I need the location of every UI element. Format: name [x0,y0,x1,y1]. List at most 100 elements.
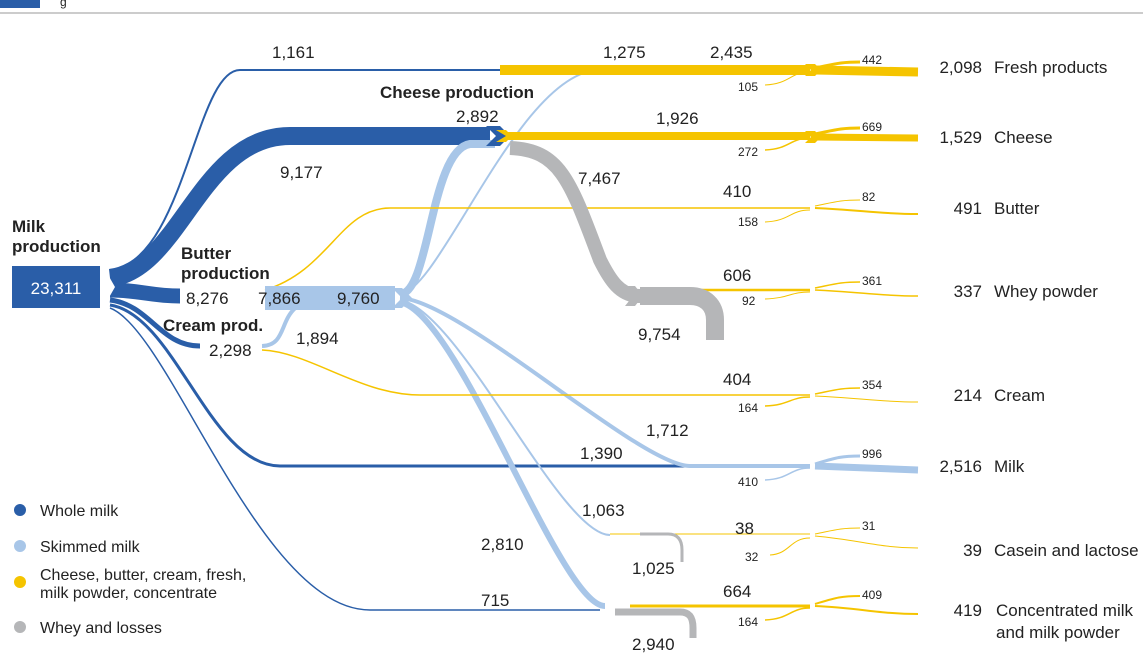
legend-label-whey: Whey and losses [40,620,162,637]
legend-label-skimmed: Skimmed milk [40,539,141,556]
right-whey [814,289,919,297]
small-milk [764,467,811,481]
label-conc-out: 664 [723,582,751,601]
flows [108,60,919,638]
flow-skim-to-cheese [398,140,495,298]
legend-label-whole: Whole milk [40,503,119,520]
small-butter [764,209,811,223]
flow-whole-to-cheese [108,127,490,287]
output-labels: 2,098 Fresh products 1,529 Cheese 491 Bu… [939,58,1138,642]
label-whole-to-conc: 715 [481,591,509,610]
output-whey-name: Whey powder [994,282,1098,301]
loss-whey-pool [640,287,724,340]
label-whole-to-cheese: 9,177 [280,163,323,182]
right-butter-split [814,199,861,207]
right-butter [814,207,919,215]
label-conc-small: 164 [738,615,758,629]
small-conc [764,607,811,621]
milk-production-box [12,266,100,308]
output-conc-name2: and milk powder [996,623,1120,642]
milk-production-value: 23,311 [31,279,82,298]
flow-butter-to-butter [264,207,810,291]
concentrate-loss-value: 2,940 [632,635,675,654]
label-cheese-to-fresh: 2,435 [710,43,753,62]
output-casein-name: Casein and lactose [994,541,1139,560]
label-skimmed-to-fresh: 1,275 [603,43,646,62]
right-cheese [814,133,919,142]
small-cheese [764,137,811,151]
side-whey: 361 [862,274,882,288]
right-cream-split [814,387,861,395]
flow-skim-to-casein [399,299,611,536]
flow-whole-to-cream [109,297,201,349]
output-conc-name: Concentrated milk [996,601,1134,620]
label-butter-small: 158 [738,215,758,229]
loss-casein [640,532,684,562]
output-milk-value: 2,516 [939,457,982,476]
right-casein-split [814,527,861,535]
right-cheese-split [814,126,861,136]
label-butter-out: 410 [723,182,751,201]
output-conc-value: 419 [954,601,982,620]
output-casein-value: 39 [963,541,982,560]
legend-dot-whole [14,504,26,516]
small-cream [764,396,811,407]
output-cheese-value: 1,529 [939,128,982,147]
side-cheese: 669 [862,120,882,134]
milk-production-label-1: Milk [12,217,46,236]
label-whey-small: 92 [742,294,756,308]
chevron-milk [93,266,115,308]
cheese-production-value: 2,892 [456,107,499,126]
output-butter-name: Butter [994,199,1040,218]
chevron-skim-hub [392,288,412,308]
label-whole-to-milk: 1,390 [580,444,623,463]
label-cheese-out: 1,926 [656,109,699,128]
label-skimmed-to-casein: 1,063 [582,501,625,520]
label-cheese-whey: 7,467 [578,169,621,188]
right-fresh-split [814,60,861,70]
header-marker [0,0,40,8]
cream-production-label: Cream prod. [163,316,263,335]
cheese-production-label: Cheese production [380,83,534,102]
output-cream-value: 214 [954,386,982,405]
side-cream: 354 [862,378,882,392]
label-cheese-small: 272 [738,145,758,159]
butter-production-label-2: production [181,264,270,283]
label-whole-to-fresh: 1,161 [272,43,315,62]
output-whey-value: 337 [954,282,982,301]
label-casein-out: 38 [735,519,754,538]
label-milk-small: 410 [738,475,758,489]
output-milk-name: Milk [994,457,1025,476]
flow-whole-to-milk [109,303,810,468]
side-conc: 409 [862,588,882,602]
legend-label-products-2: milk powder, concentrate [40,585,217,602]
butter-production-label-1: Butter [181,244,231,263]
side-milk: 996 [862,447,882,461]
label-cream-small: 164 [738,401,758,415]
whey-pool-value: 9,754 [638,325,681,344]
right-milk [814,462,919,474]
casein-loss-value: 1,025 [632,559,675,578]
chevron-cheese-out [805,131,821,143]
right-cream [814,395,919,403]
right-conc-split [814,595,861,605]
label-skimmed-to-conc: 2,810 [481,535,524,554]
header-title-fragment: g [60,0,67,9]
legend-label-products-1: Cheese, butter, cream, fresh, [40,567,246,584]
right-milk-split [814,454,861,466]
skimmed-hub-box [265,286,395,310]
output-cream-name: Cream [994,386,1045,405]
butter-skimmed-value: 7,866 [258,289,301,308]
small-casein [769,537,811,556]
flow-whole-to-butter [109,282,181,304]
side-butter: 82 [862,190,876,204]
legend-dot-products [14,576,26,588]
legend-dot-whey [14,621,26,633]
flow-skim-to-milk [399,296,810,468]
right-conc [814,605,919,615]
label-cream-to-skimmed: 1,894 [296,329,339,348]
butter-production-value: 8,276 [186,289,229,308]
flow-skim-to-fresh [399,69,601,295]
label-whey-out: 606 [723,266,751,285]
cream-production-value: 2,298 [209,341,252,360]
